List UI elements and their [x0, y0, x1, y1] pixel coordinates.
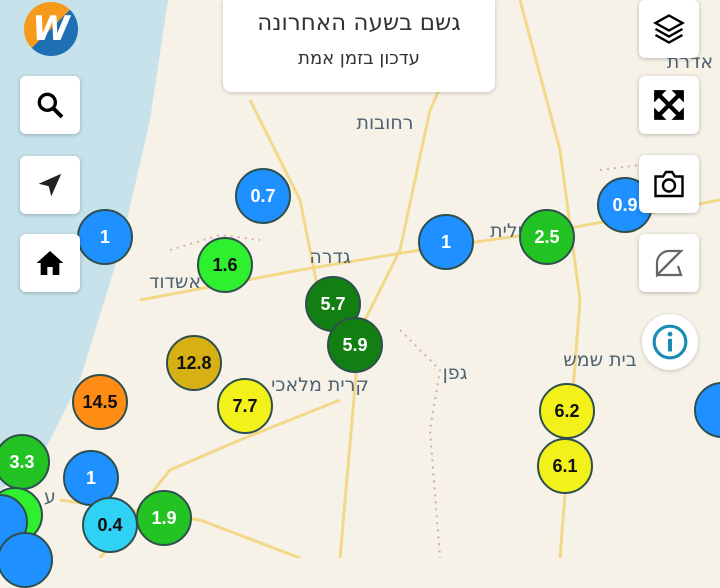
fullscreen-icon: [654, 90, 684, 120]
subtitle: עדכון בזמן אמת: [298, 48, 420, 69]
place-label: גדרה: [309, 246, 351, 268]
locate-button[interactable]: [20, 156, 80, 214]
search-icon: [37, 92, 64, 119]
rain-marker[interactable]: 1: [77, 209, 133, 265]
measure-button[interactable]: [639, 234, 699, 292]
rain-marker[interactable]: 6.2: [539, 383, 595, 439]
place-label: בית שמש: [563, 349, 637, 371]
camera-button[interactable]: [639, 155, 699, 213]
camera-icon: [654, 170, 684, 198]
rain-marker[interactable]: 14.5: [72, 374, 128, 430]
layers-button[interactable]: [639, 0, 699, 58]
info-icon: [652, 324, 688, 360]
rain-marker[interactable]: 5.9: [327, 317, 383, 373]
rain-marker[interactable]: 0.7: [235, 168, 291, 224]
rain-marker[interactable]: 1: [418, 214, 474, 270]
place-label: אשדוד: [148, 271, 202, 293]
borders: [169, 159, 681, 558]
rain-marker[interactable]: 3.3: [0, 434, 50, 490]
locate-arrow-icon: [38, 173, 62, 197]
place-label: רחובות: [356, 112, 414, 134]
place-label: גפן: [442, 362, 468, 384]
title-panel: גשם בשעה האחרונה עדכון בזמן אמת: [223, 0, 495, 92]
fullscreen-button[interactable]: [639, 76, 699, 134]
info-button[interactable]: [642, 314, 698, 370]
rain-marker[interactable]: 2.5: [519, 209, 575, 265]
rain-marker[interactable]: 12.8: [166, 335, 222, 391]
app-logo[interactable]: W: [24, 2, 78, 56]
rain-marker[interactable]: 0.4: [82, 497, 138, 553]
ruler-icon: [655, 249, 684, 278]
place-label: קרית מלאכי: [271, 374, 369, 396]
rain-marker[interactable]: 6.1: [537, 438, 593, 494]
place-label: ע: [44, 486, 56, 508]
rain-marker[interactable]: 1.6: [197, 237, 253, 293]
rain-marker[interactable]: 7.7: [217, 378, 273, 434]
search-button[interactable]: [20, 76, 80, 134]
rain-marker-partial[interactable]: [0, 532, 53, 588]
home-icon: [36, 251, 64, 275]
title: גשם בשעה האחרונה: [257, 10, 461, 36]
layers-icon: [653, 14, 685, 44]
home-button[interactable]: [20, 234, 80, 292]
rain-marker[interactable]: 1.9: [136, 490, 192, 546]
rain-marker[interactable]: 1: [63, 450, 119, 506]
